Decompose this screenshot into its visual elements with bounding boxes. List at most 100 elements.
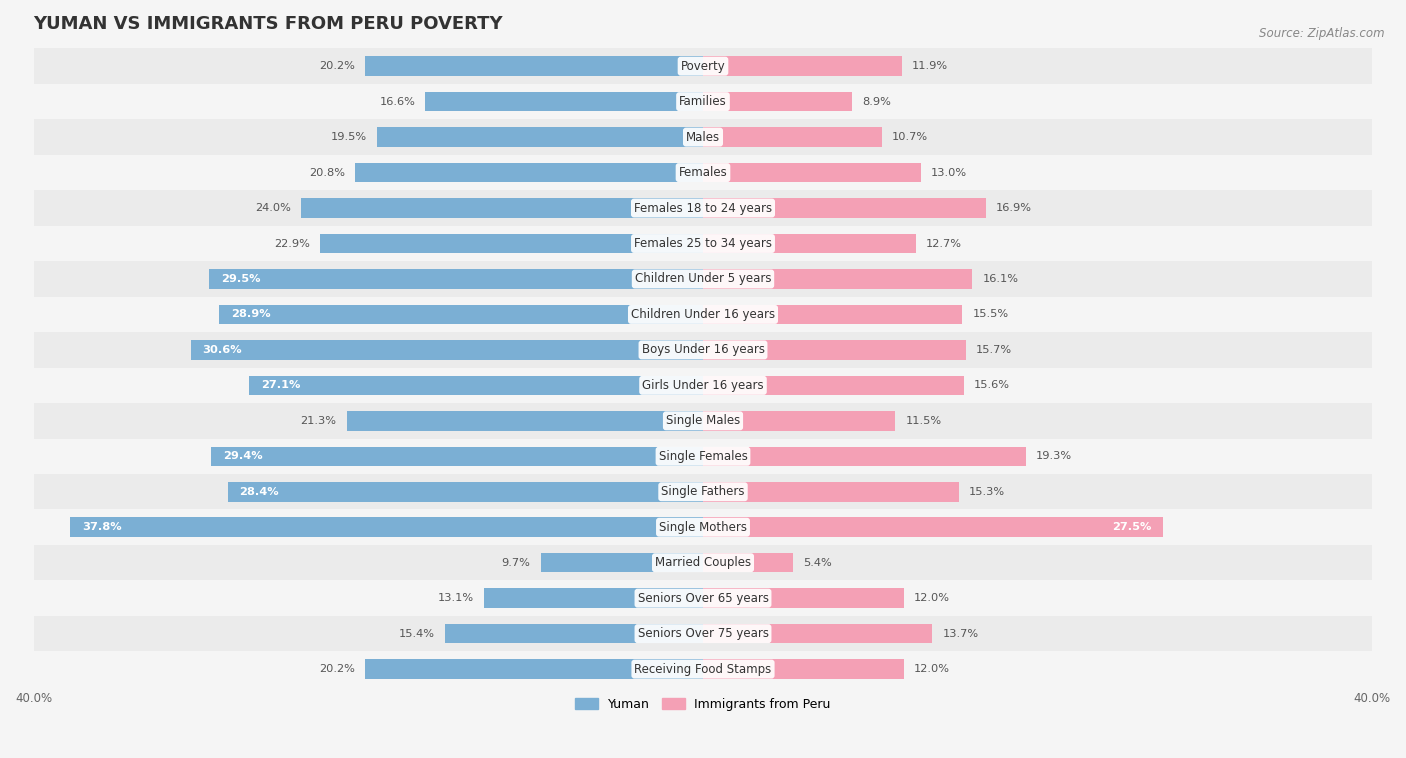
Bar: [703, 588, 904, 608]
Bar: [34, 190, 1372, 226]
Bar: [703, 163, 921, 183]
Text: Married Couples: Married Couples: [655, 556, 751, 569]
Bar: [377, 127, 703, 147]
Text: 15.3%: 15.3%: [969, 487, 1005, 496]
Bar: [703, 269, 973, 289]
Bar: [209, 269, 703, 289]
Bar: [484, 588, 703, 608]
Bar: [703, 92, 852, 111]
Text: 15.4%: 15.4%: [399, 628, 436, 639]
Text: 29.4%: 29.4%: [222, 451, 263, 462]
Text: Children Under 16 years: Children Under 16 years: [631, 308, 775, 321]
Text: 27.1%: 27.1%: [262, 381, 301, 390]
Text: 10.7%: 10.7%: [893, 132, 928, 142]
Text: 15.5%: 15.5%: [973, 309, 1008, 319]
Bar: [703, 305, 963, 324]
Bar: [34, 651, 1372, 687]
Text: Females 25 to 34 years: Females 25 to 34 years: [634, 237, 772, 250]
Text: 16.9%: 16.9%: [995, 203, 1032, 213]
Text: 27.5%: 27.5%: [1112, 522, 1152, 532]
Bar: [34, 581, 1372, 616]
Text: 20.8%: 20.8%: [309, 168, 344, 177]
Text: Single Mothers: Single Mothers: [659, 521, 747, 534]
Text: 28.9%: 28.9%: [231, 309, 271, 319]
Text: 12.7%: 12.7%: [925, 239, 962, 249]
Bar: [703, 340, 966, 359]
Bar: [34, 474, 1372, 509]
Text: Single Fathers: Single Fathers: [661, 485, 745, 498]
Bar: [34, 119, 1372, 155]
Bar: [70, 518, 703, 537]
Text: 15.7%: 15.7%: [976, 345, 1012, 355]
Bar: [366, 659, 703, 679]
Bar: [219, 305, 703, 324]
Bar: [703, 624, 932, 644]
Text: YUMAN VS IMMIGRANTS FROM PERU POVERTY: YUMAN VS IMMIGRANTS FROM PERU POVERTY: [34, 15, 503, 33]
Text: Seniors Over 65 years: Seniors Over 65 years: [637, 592, 769, 605]
Bar: [249, 376, 703, 395]
Bar: [703, 376, 965, 395]
Bar: [34, 49, 1372, 84]
Text: Boys Under 16 years: Boys Under 16 years: [641, 343, 765, 356]
Bar: [703, 199, 986, 218]
Text: 12.0%: 12.0%: [914, 594, 950, 603]
Text: 8.9%: 8.9%: [862, 96, 891, 107]
Bar: [366, 56, 703, 76]
Text: 13.1%: 13.1%: [437, 594, 474, 603]
Bar: [34, 155, 1372, 190]
Bar: [34, 368, 1372, 403]
Bar: [191, 340, 703, 359]
Bar: [34, 332, 1372, 368]
Text: 29.5%: 29.5%: [221, 274, 260, 284]
Text: 11.9%: 11.9%: [912, 61, 948, 71]
Bar: [34, 545, 1372, 581]
Bar: [34, 262, 1372, 296]
Text: Families: Families: [679, 96, 727, 108]
Bar: [703, 553, 793, 572]
Bar: [425, 92, 703, 111]
Text: 22.9%: 22.9%: [274, 239, 309, 249]
Bar: [34, 403, 1372, 439]
Text: Source: ZipAtlas.com: Source: ZipAtlas.com: [1260, 27, 1385, 39]
Legend: Yuman, Immigrants from Peru: Yuman, Immigrants from Peru: [569, 693, 837, 716]
Text: 19.5%: 19.5%: [330, 132, 367, 142]
Text: 11.5%: 11.5%: [905, 416, 942, 426]
Text: 20.2%: 20.2%: [319, 664, 354, 674]
Text: 9.7%: 9.7%: [502, 558, 530, 568]
Bar: [346, 411, 703, 431]
Bar: [446, 624, 703, 644]
Text: Males: Males: [686, 130, 720, 143]
Bar: [703, 56, 903, 76]
Text: Poverty: Poverty: [681, 60, 725, 73]
Text: Girls Under 16 years: Girls Under 16 years: [643, 379, 763, 392]
Bar: [34, 509, 1372, 545]
Text: 24.0%: 24.0%: [256, 203, 291, 213]
Bar: [354, 163, 703, 183]
Text: Females 18 to 24 years: Females 18 to 24 years: [634, 202, 772, 215]
Bar: [34, 226, 1372, 262]
Text: 15.6%: 15.6%: [974, 381, 1010, 390]
Bar: [319, 233, 703, 253]
Text: 19.3%: 19.3%: [1036, 451, 1073, 462]
Text: Females: Females: [679, 166, 727, 179]
Bar: [703, 446, 1026, 466]
Bar: [34, 296, 1372, 332]
Text: 28.4%: 28.4%: [239, 487, 278, 496]
Bar: [301, 199, 703, 218]
Text: Single Males: Single Males: [666, 415, 740, 428]
Text: 12.0%: 12.0%: [914, 664, 950, 674]
Bar: [703, 127, 882, 147]
Text: 16.1%: 16.1%: [983, 274, 1018, 284]
Bar: [703, 482, 959, 502]
Bar: [34, 616, 1372, 651]
Text: 13.0%: 13.0%: [931, 168, 967, 177]
Bar: [703, 518, 1163, 537]
Text: Seniors Over 75 years: Seniors Over 75 years: [637, 627, 769, 640]
Text: 5.4%: 5.4%: [803, 558, 832, 568]
Text: 21.3%: 21.3%: [301, 416, 336, 426]
Text: 37.8%: 37.8%: [82, 522, 122, 532]
Text: Receiving Food Stamps: Receiving Food Stamps: [634, 662, 772, 675]
Bar: [34, 84, 1372, 119]
Text: 16.6%: 16.6%: [380, 96, 415, 107]
Bar: [34, 439, 1372, 474]
